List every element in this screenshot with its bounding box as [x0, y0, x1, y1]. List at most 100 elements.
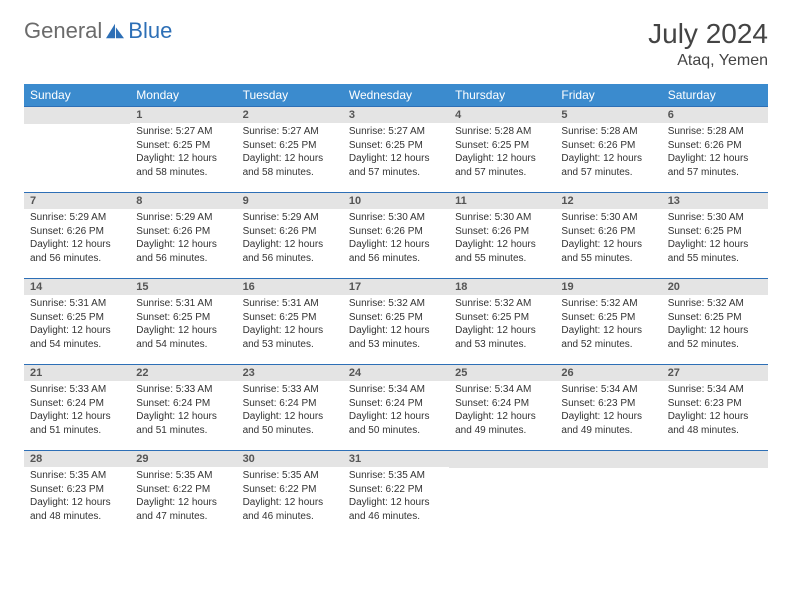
- day-number-empty: [449, 451, 555, 468]
- daylight-text: Daylight: 12 hours and 57 minutes.: [349, 152, 443, 179]
- daylight-text: Daylight: 12 hours and 57 minutes.: [561, 152, 655, 179]
- day-cell: 5Sunrise: 5:28 AMSunset: 6:26 PMDaylight…: [555, 107, 661, 193]
- weekday-header: Friday: [555, 84, 661, 107]
- day-body: Sunrise: 5:29 AMSunset: 6:26 PMDaylight:…: [237, 209, 343, 271]
- sunset-text: Sunset: 6:25 PM: [668, 225, 762, 239]
- sunrise-text: Sunrise: 5:34 AM: [349, 383, 443, 397]
- week-row: 21Sunrise: 5:33 AMSunset: 6:24 PMDayligh…: [24, 365, 768, 451]
- day-number: 22: [130, 365, 236, 381]
- day-body: Sunrise: 5:33 AMSunset: 6:24 PMDaylight:…: [237, 381, 343, 443]
- day-body: Sunrise: 5:30 AMSunset: 6:25 PMDaylight:…: [662, 209, 768, 271]
- sunrise-text: Sunrise: 5:32 AM: [561, 297, 655, 311]
- daylight-text: Daylight: 12 hours and 58 minutes.: [136, 152, 230, 179]
- sunrise-text: Sunrise: 5:30 AM: [561, 211, 655, 225]
- day-body: Sunrise: 5:30 AMSunset: 6:26 PMDaylight:…: [343, 209, 449, 271]
- day-number: 16: [237, 279, 343, 295]
- day-number: 6: [662, 107, 768, 123]
- day-cell: 12Sunrise: 5:30 AMSunset: 6:26 PMDayligh…: [555, 193, 661, 279]
- sunset-text: Sunset: 6:25 PM: [243, 139, 337, 153]
- daylight-text: Daylight: 12 hours and 56 minutes.: [136, 238, 230, 265]
- daylight-text: Daylight: 12 hours and 58 minutes.: [243, 152, 337, 179]
- day-body: Sunrise: 5:35 AMSunset: 6:23 PMDaylight:…: [24, 467, 130, 529]
- day-number: 20: [662, 279, 768, 295]
- day-cell: 21Sunrise: 5:33 AMSunset: 6:24 PMDayligh…: [24, 365, 130, 451]
- day-number: 25: [449, 365, 555, 381]
- month-title: July 2024: [648, 18, 768, 50]
- day-cell: [555, 451, 661, 537]
- sunrise-text: Sunrise: 5:35 AM: [349, 469, 443, 483]
- day-cell: 17Sunrise: 5:32 AMSunset: 6:25 PMDayligh…: [343, 279, 449, 365]
- day-body: Sunrise: 5:28 AMSunset: 6:26 PMDaylight:…: [555, 123, 661, 185]
- sunrise-text: Sunrise: 5:35 AM: [30, 469, 124, 483]
- sunrise-text: Sunrise: 5:35 AM: [243, 469, 337, 483]
- weekday-header: Thursday: [449, 84, 555, 107]
- day-cell: 31Sunrise: 5:35 AMSunset: 6:22 PMDayligh…: [343, 451, 449, 537]
- day-cell: 16Sunrise: 5:31 AMSunset: 6:25 PMDayligh…: [237, 279, 343, 365]
- day-body: Sunrise: 5:32 AMSunset: 6:25 PMDaylight:…: [343, 295, 449, 357]
- sunrise-text: Sunrise: 5:32 AM: [349, 297, 443, 311]
- daylight-text: Daylight: 12 hours and 52 minutes.: [561, 324, 655, 351]
- sunset-text: Sunset: 6:23 PM: [30, 483, 124, 497]
- sunset-text: Sunset: 6:22 PM: [349, 483, 443, 497]
- day-number: 15: [130, 279, 236, 295]
- daylight-text: Daylight: 12 hours and 48 minutes.: [668, 410, 762, 437]
- day-number: 8: [130, 193, 236, 209]
- day-cell: 19Sunrise: 5:32 AMSunset: 6:25 PMDayligh…: [555, 279, 661, 365]
- day-cell: 2Sunrise: 5:27 AMSunset: 6:25 PMDaylight…: [237, 107, 343, 193]
- daylight-text: Daylight: 12 hours and 54 minutes.: [30, 324, 124, 351]
- day-number: 27: [662, 365, 768, 381]
- sunrise-text: Sunrise: 5:29 AM: [243, 211, 337, 225]
- week-row: 7Sunrise: 5:29 AMSunset: 6:26 PMDaylight…: [24, 193, 768, 279]
- day-body: Sunrise: 5:34 AMSunset: 6:24 PMDaylight:…: [449, 381, 555, 443]
- daylight-text: Daylight: 12 hours and 51 minutes.: [30, 410, 124, 437]
- day-cell: 14Sunrise: 5:31 AMSunset: 6:25 PMDayligh…: [24, 279, 130, 365]
- day-body: Sunrise: 5:32 AMSunset: 6:25 PMDaylight:…: [555, 295, 661, 357]
- sunrise-text: Sunrise: 5:31 AM: [136, 297, 230, 311]
- sunset-text: Sunset: 6:25 PM: [455, 139, 549, 153]
- sunset-text: Sunset: 6:25 PM: [30, 311, 124, 325]
- day-number: 10: [343, 193, 449, 209]
- day-number: 19: [555, 279, 661, 295]
- sunset-text: Sunset: 6:22 PM: [136, 483, 230, 497]
- sunrise-text: Sunrise: 5:27 AM: [136, 125, 230, 139]
- sunset-text: Sunset: 6:24 PM: [136, 397, 230, 411]
- day-cell: [449, 451, 555, 537]
- day-number: 24: [343, 365, 449, 381]
- logo-text-general: General: [24, 18, 102, 44]
- day-cell: 23Sunrise: 5:33 AMSunset: 6:24 PMDayligh…: [237, 365, 343, 451]
- sunset-text: Sunset: 6:26 PM: [561, 225, 655, 239]
- daylight-text: Daylight: 12 hours and 53 minutes.: [243, 324, 337, 351]
- day-body: Sunrise: 5:31 AMSunset: 6:25 PMDaylight:…: [130, 295, 236, 357]
- day-body: Sunrise: 5:35 AMSunset: 6:22 PMDaylight:…: [343, 467, 449, 529]
- day-cell: 26Sunrise: 5:34 AMSunset: 6:23 PMDayligh…: [555, 365, 661, 451]
- day-number: 28: [24, 451, 130, 467]
- sunset-text: Sunset: 6:23 PM: [561, 397, 655, 411]
- daylight-text: Daylight: 12 hours and 49 minutes.: [561, 410, 655, 437]
- week-row: 28Sunrise: 5:35 AMSunset: 6:23 PMDayligh…: [24, 451, 768, 537]
- day-number-empty: [662, 451, 768, 468]
- daylight-text: Daylight: 12 hours and 56 minutes.: [30, 238, 124, 265]
- daylight-text: Daylight: 12 hours and 57 minutes.: [455, 152, 549, 179]
- sunset-text: Sunset: 6:26 PM: [243, 225, 337, 239]
- day-cell: 6Sunrise: 5:28 AMSunset: 6:26 PMDaylight…: [662, 107, 768, 193]
- weekday-header: Tuesday: [237, 84, 343, 107]
- sunset-text: Sunset: 6:26 PM: [561, 139, 655, 153]
- sunrise-text: Sunrise: 5:35 AM: [136, 469, 230, 483]
- day-body: Sunrise: 5:34 AMSunset: 6:23 PMDaylight:…: [662, 381, 768, 443]
- day-cell: 10Sunrise: 5:30 AMSunset: 6:26 PMDayligh…: [343, 193, 449, 279]
- day-cell: 13Sunrise: 5:30 AMSunset: 6:25 PMDayligh…: [662, 193, 768, 279]
- day-cell: 3Sunrise: 5:27 AMSunset: 6:25 PMDaylight…: [343, 107, 449, 193]
- daylight-text: Daylight: 12 hours and 48 minutes.: [30, 496, 124, 523]
- day-number: 11: [449, 193, 555, 209]
- daylight-text: Daylight: 12 hours and 56 minutes.: [243, 238, 337, 265]
- weekday-header: Sunday: [24, 84, 130, 107]
- sunset-text: Sunset: 6:24 PM: [243, 397, 337, 411]
- sunrise-text: Sunrise: 5:33 AM: [136, 383, 230, 397]
- day-number: 3: [343, 107, 449, 123]
- daylight-text: Daylight: 12 hours and 55 minutes.: [455, 238, 549, 265]
- daylight-text: Daylight: 12 hours and 55 minutes.: [561, 238, 655, 265]
- day-number: 21: [24, 365, 130, 381]
- day-body: Sunrise: 5:31 AMSunset: 6:25 PMDaylight:…: [237, 295, 343, 357]
- day-cell: 8Sunrise: 5:29 AMSunset: 6:26 PMDaylight…: [130, 193, 236, 279]
- sunrise-text: Sunrise: 5:27 AM: [349, 125, 443, 139]
